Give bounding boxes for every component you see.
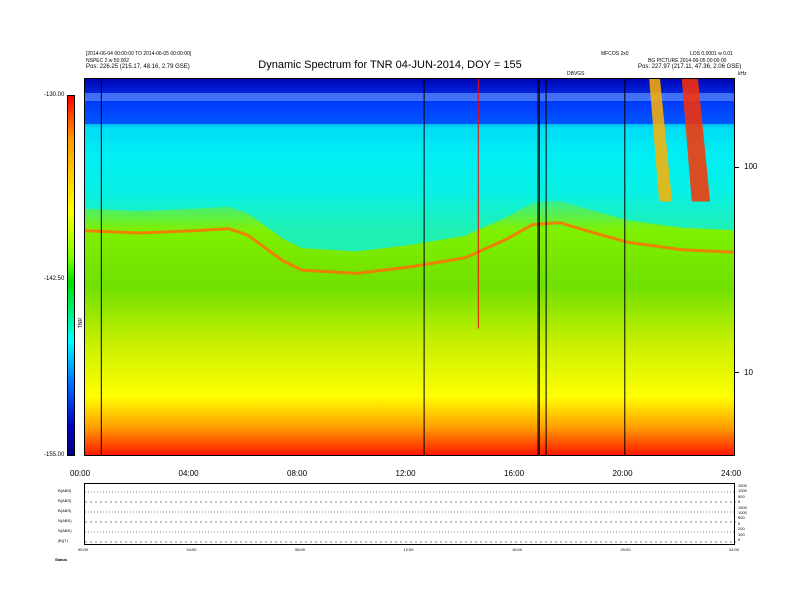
aux-series-label: N(ABS) xyxy=(58,518,72,523)
header-left-line2: NSPEC 2 w 50.002 xyxy=(86,58,130,64)
aux-x-tick-label: 00:00 xyxy=(78,547,89,552)
event-label: DBVGS xyxy=(567,71,585,77)
yaxis-tick-mark-10 xyxy=(735,372,739,373)
cyan-plateau xyxy=(85,124,734,252)
aux-right-tick: 0 xyxy=(738,499,741,505)
aux-series-label: B(ABS) xyxy=(58,508,72,513)
x-tick-label: 20:00 xyxy=(612,469,633,478)
aux-footer-label: Status xyxy=(55,557,68,562)
top-band-stripe xyxy=(85,93,734,101)
cyan-plateau-area xyxy=(85,124,734,252)
time-markers xyxy=(100,79,626,455)
x-tick-label: 12:00 xyxy=(395,469,416,478)
aux-x-tick-label: 24:00 xyxy=(729,547,740,552)
aux-right-tick: 1000 xyxy=(738,510,747,515)
chart-title: Dynamic Spectrum for TNR 04-JUN-2014, DO… xyxy=(258,59,522,71)
aux-svg xyxy=(85,491,736,543)
plasma-line xyxy=(85,221,734,275)
header-right-line2: BG PICTURE 2014-06-05 00:00:00 xyxy=(648,58,727,64)
aux-right-tick: 1000 xyxy=(738,488,747,494)
yaxis-tick-mark-100 xyxy=(735,167,739,168)
aux-panel xyxy=(84,483,736,545)
header-right-top2: LOS 0.0001 w 0.01 xyxy=(690,51,733,57)
x-tick-label: 24:00 xyxy=(721,469,742,478)
radio-bursts xyxy=(649,79,711,202)
aux-x-tick-label: 20:00 xyxy=(620,547,631,552)
aux-right-tick: 1500 xyxy=(738,483,747,488)
header-left-line3: Pos: 226.25 (215.17, 48.16, 2.79 GSE) xyxy=(86,64,190,70)
aux-series-label: N(ABS) xyxy=(58,528,72,533)
radio-burst xyxy=(649,79,673,202)
aux-right-tick: 0 xyxy=(738,537,741,542)
aux-series-label: B(ABS) xyxy=(58,488,72,493)
aux-right-tick: 500 xyxy=(738,515,745,521)
aux-x-tick-label: 04:00 xyxy=(186,547,197,552)
aux-x-tick-label: 08:00 xyxy=(295,547,306,552)
colorbar xyxy=(67,95,75,456)
spectrogram-panel xyxy=(84,78,735,456)
top-band xyxy=(85,79,734,127)
aux-x-tick-label: 16:00 xyxy=(512,547,523,552)
header-right-line3: Pos: 227.97 (217.11, 47.36, 2.06 GSE) xyxy=(638,64,742,70)
x-tick-label: 08:00 xyxy=(287,469,308,478)
aux-series-label: |B|(T) xyxy=(58,538,68,543)
colorbar-mid-label: -142.50 xyxy=(44,276,65,282)
x-tick-label: 16:00 xyxy=(504,469,525,478)
x-tick-label: 00:00 xyxy=(70,469,91,478)
aux-right-tick: 100 xyxy=(738,531,745,537)
yaxis-tick-100: 100 xyxy=(744,162,758,171)
radio-burst xyxy=(681,79,711,202)
spectrogram-svg xyxy=(85,79,734,455)
x-tick-label: 04:00 xyxy=(178,469,199,478)
aux-right-tick: 500 xyxy=(738,493,745,499)
aux-x-tick-label: 12:00 xyxy=(403,547,414,552)
header-right-top1: MFCOS 2x0 xyxy=(601,51,629,57)
yaxis-tick-10: 10 xyxy=(744,368,753,377)
aux-right-tick: 1500 xyxy=(738,504,747,510)
aux-series-label: B(ABS) xyxy=(58,498,72,503)
header-left-line1: [2014-06-04 00:00:00 TO 2014-06-05 00:00… xyxy=(86,51,192,57)
yaxis-unit: kHz xyxy=(738,71,747,77)
colorbar-top-label: -130.00 xyxy=(44,92,65,98)
aux-right-tick: 200 xyxy=(738,526,745,532)
colorbar-bottom-label: -155.00 xyxy=(44,452,65,458)
aux-right-tick: 0 xyxy=(738,520,741,526)
